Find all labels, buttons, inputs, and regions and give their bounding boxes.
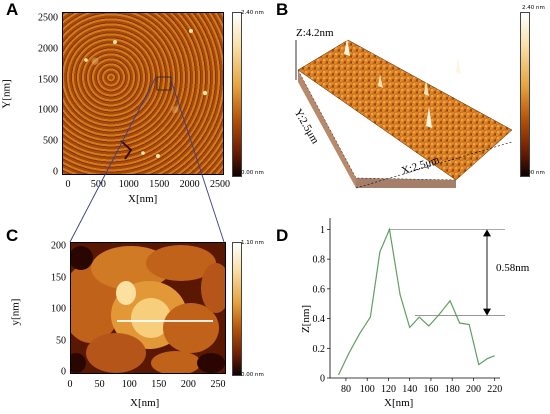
- x-tick-label: 500: [90, 179, 106, 190]
- afm-c-features: [71, 243, 225, 373]
- annotation-arrow-head-top: [483, 229, 491, 237]
- x-tick-label: 0: [67, 379, 73, 390]
- y-tick-label: 0.8: [313, 255, 326, 266]
- colorbar-b-min: 0.00 nm: [522, 170, 545, 176]
- x-tick-label: 50: [94, 379, 105, 390]
- x-tick-label: 100: [360, 384, 375, 395]
- y-tick-label: 0.2: [313, 344, 326, 355]
- afm-topography-image-c: [70, 242, 226, 374]
- colorbar-c: [232, 242, 242, 376]
- y-tick-label: 0: [53, 166, 58, 178]
- y-tick-label: 0: [320, 374, 325, 385]
- x-tick-label: 200: [180, 379, 196, 390]
- x-tick-label: 1500: [149, 179, 170, 190]
- colorbar-a-max: 2.40 nm: [241, 10, 264, 16]
- panel-a-letter: A: [6, 0, 19, 19]
- panel-d-annotation: 0.58nm: [496, 262, 530, 274]
- panel-d-letter: D: [276, 226, 289, 245]
- x-tick-label: 2000: [179, 179, 200, 190]
- afm-3d-surface-b: [295, 38, 513, 189]
- x-tick-label: 80: [341, 384, 351, 395]
- x-tick-label: 2500: [210, 179, 230, 190]
- x-tick-label: 0: [65, 179, 71, 190]
- colorbar-c-max: 1.10 nm: [241, 240, 264, 246]
- y-tick-label: 500: [43, 135, 58, 147]
- panel-c-x-title: X[nm]: [130, 397, 160, 409]
- panel-d-y-title: Z[nm]: [300, 304, 313, 334]
- colorbar-b: [520, 12, 530, 177]
- y-tick-label: 2500: [38, 12, 58, 24]
- y-tick-label: 0.4: [313, 314, 326, 325]
- y-tick-label: 1: [320, 225, 325, 236]
- profile-series-line: [337, 227, 495, 376]
- y-tick-label: 0: [61, 366, 66, 378]
- y-tick-label: 50: [56, 335, 66, 346]
- panel-b-letter: B: [276, 0, 289, 19]
- zoom-region-box: [156, 76, 172, 91]
- x-tick-label: 200: [466, 384, 481, 395]
- y-tick-label: 1000: [38, 104, 58, 116]
- y-tick-label: 100: [51, 303, 66, 315]
- x-tick-label: 160: [423, 384, 438, 395]
- y-tick-label: 0.6: [313, 284, 326, 295]
- x-tick-label: 180: [445, 384, 460, 395]
- x-tick-label: 220: [487, 384, 502, 395]
- x-tick-label: 120: [381, 384, 396, 395]
- panel-a-x-title: X[nm]: [128, 193, 158, 205]
- y-tick-label: 150: [51, 272, 66, 283]
- x-tick-label: 100: [121, 379, 137, 390]
- y-tick-label: 200: [51, 240, 66, 252]
- afm-a-features: [84, 29, 208, 160]
- annotation-arrow-head-bottom: [483, 308, 491, 316]
- colorbar-a: [232, 12, 242, 177]
- panel-c-letter: C: [6, 226, 19, 245]
- panel-d-x-title: X[nm]: [384, 397, 414, 409]
- y-tick-label: 1500: [38, 74, 58, 86]
- colorbar-a-min: 0.00 nm: [241, 170, 264, 176]
- colorbar-c-min: 0.00 nm: [241, 372, 264, 378]
- panel-b-z-label: Z:4.2nm: [296, 27, 334, 39]
- y-tick-label: 2000: [38, 43, 58, 55]
- x-tick-label: 140: [402, 384, 417, 395]
- x-tick-label: 1000: [118, 179, 139, 190]
- x-tick-label: 250: [210, 379, 226, 390]
- x-tick-label: 150: [151, 379, 167, 390]
- afm-topography-image-a: [62, 12, 224, 175]
- colorbar-b-max: 2.40 nm: [522, 5, 545, 11]
